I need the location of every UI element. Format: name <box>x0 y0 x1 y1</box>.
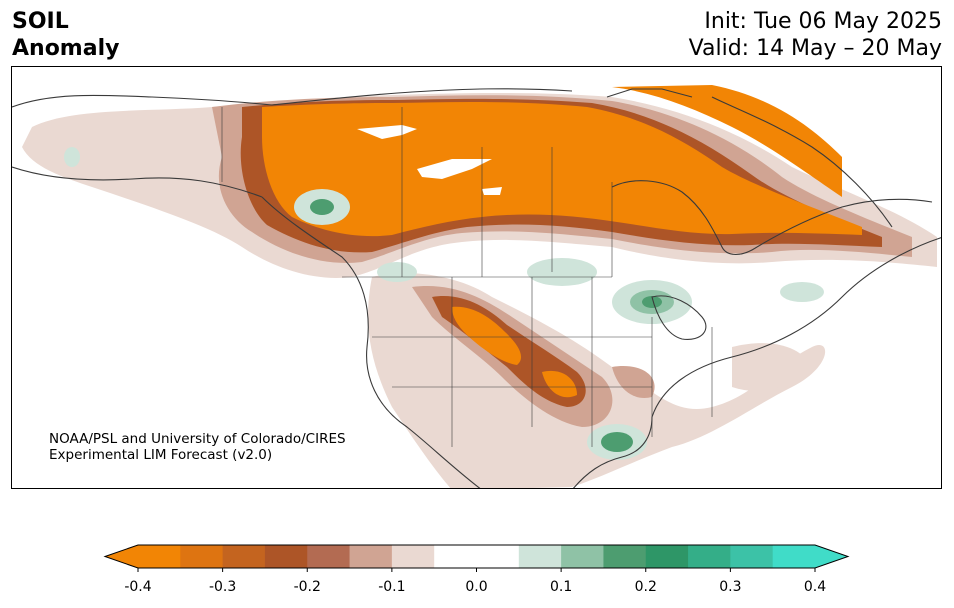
colorbar-outline <box>103 544 850 569</box>
colorbar-bin <box>730 545 774 568</box>
colorbar-bins <box>103 544 850 569</box>
colorbar-tick-label: -0.2 <box>294 579 321 595</box>
colorbar-tick-label: 0.2 <box>635 579 657 595</box>
colorbar-bin <box>603 545 647 568</box>
credit-line-2: Experimental LIM Forecast (v2.0) <box>49 447 273 463</box>
colorbar-tick-label: -0.4 <box>124 579 151 595</box>
credit-text: NOAA/PSL and University of Colorado/CIRE… <box>49 431 346 463</box>
colorbar-bin <box>180 545 224 568</box>
colorbar-tick-label: -0.1 <box>378 579 405 595</box>
colorbar-bin <box>645 545 689 568</box>
colorbar-bin <box>434 545 477 568</box>
map-title: SOIL Anomaly <box>12 8 119 62</box>
valid-range: Valid: 14 May – 20 May <box>688 36 942 61</box>
title-quantity: Anomaly <box>12 36 120 61</box>
colorbar-tick-label: 0.0 <box>465 579 487 595</box>
colorbar-tick-label: -0.3 <box>209 579 236 595</box>
init-date: Init: Tue 06 May 2025 <box>704 9 942 34</box>
colorbar-bin <box>772 545 816 568</box>
colorbar-over-arrow <box>815 545 848 568</box>
colorbar-ticks: -0.4 -0.3 -0.2 -0.1 0.0 0.1 0.2 0.3 0.4 <box>124 568 826 595</box>
colorbar-bin <box>138 545 181 568</box>
colorbar-tick-label: 0.3 <box>719 579 741 595</box>
map-canvas <box>12 85 941 488</box>
colorbar-tick-label: 0.1 <box>550 579 572 595</box>
colorbar-bin <box>264 545 308 568</box>
colorbar-bin <box>307 545 351 568</box>
credit-line-1: NOAA/PSL and University of Colorado/CIRE… <box>49 431 346 447</box>
colorbar-bin <box>688 545 731 568</box>
anomaly-fill-strong-dry <box>262 85 862 398</box>
colorbar-bin <box>476 545 520 568</box>
anomaly-map <box>11 66 942 489</box>
colorbar-bin <box>518 545 562 568</box>
colorbar-bin <box>349 545 393 568</box>
state-borders <box>221 107 713 447</box>
colorbar-tick-label: 0.4 <box>804 579 826 595</box>
colorbar-bin <box>222 545 266 568</box>
colorbar-bin <box>391 545 435 568</box>
colorbar-under-arrow <box>105 545 138 568</box>
coastlines-and-borders <box>12 88 941 488</box>
colorbar-bin <box>561 545 604 568</box>
title-variable: SOIL <box>12 9 69 34</box>
forecast-dates: Init: Tue 06 May 2025 Valid: 14 May – 20… <box>689 8 942 62</box>
